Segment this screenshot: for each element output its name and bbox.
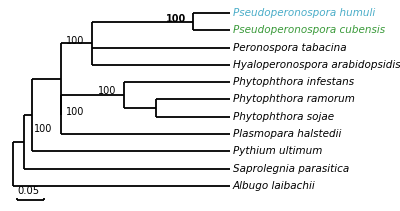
Text: Hyaloperonospora arabidopsidis: Hyaloperonospora arabidopsidis xyxy=(233,60,400,70)
Text: 100: 100 xyxy=(98,86,116,96)
Text: 100: 100 xyxy=(34,124,53,134)
Text: Albugo laibachii: Albugo laibachii xyxy=(233,181,316,191)
Text: Pseudoperonospora cubensis: Pseudoperonospora cubensis xyxy=(233,25,385,35)
Text: Phytophthora ramorum: Phytophthora ramorum xyxy=(233,95,355,104)
Text: Pseudoperonospora humuli: Pseudoperonospora humuli xyxy=(233,8,375,18)
Text: 100: 100 xyxy=(66,107,84,116)
Text: Saprolegnia parasitica: Saprolegnia parasitica xyxy=(233,164,349,173)
Text: 100: 100 xyxy=(66,36,84,46)
Text: 0.05: 0.05 xyxy=(17,186,40,196)
Text: Phytophthora sojae: Phytophthora sojae xyxy=(233,112,334,122)
Text: 100: 100 xyxy=(166,14,186,24)
Text: Plasmopara halstedii: Plasmopara halstedii xyxy=(233,129,341,139)
Text: Phytophthora infestans: Phytophthora infestans xyxy=(233,77,354,87)
Text: Peronospora tabacina: Peronospora tabacina xyxy=(233,43,346,53)
Text: Pythium ultimum: Pythium ultimum xyxy=(233,146,322,156)
